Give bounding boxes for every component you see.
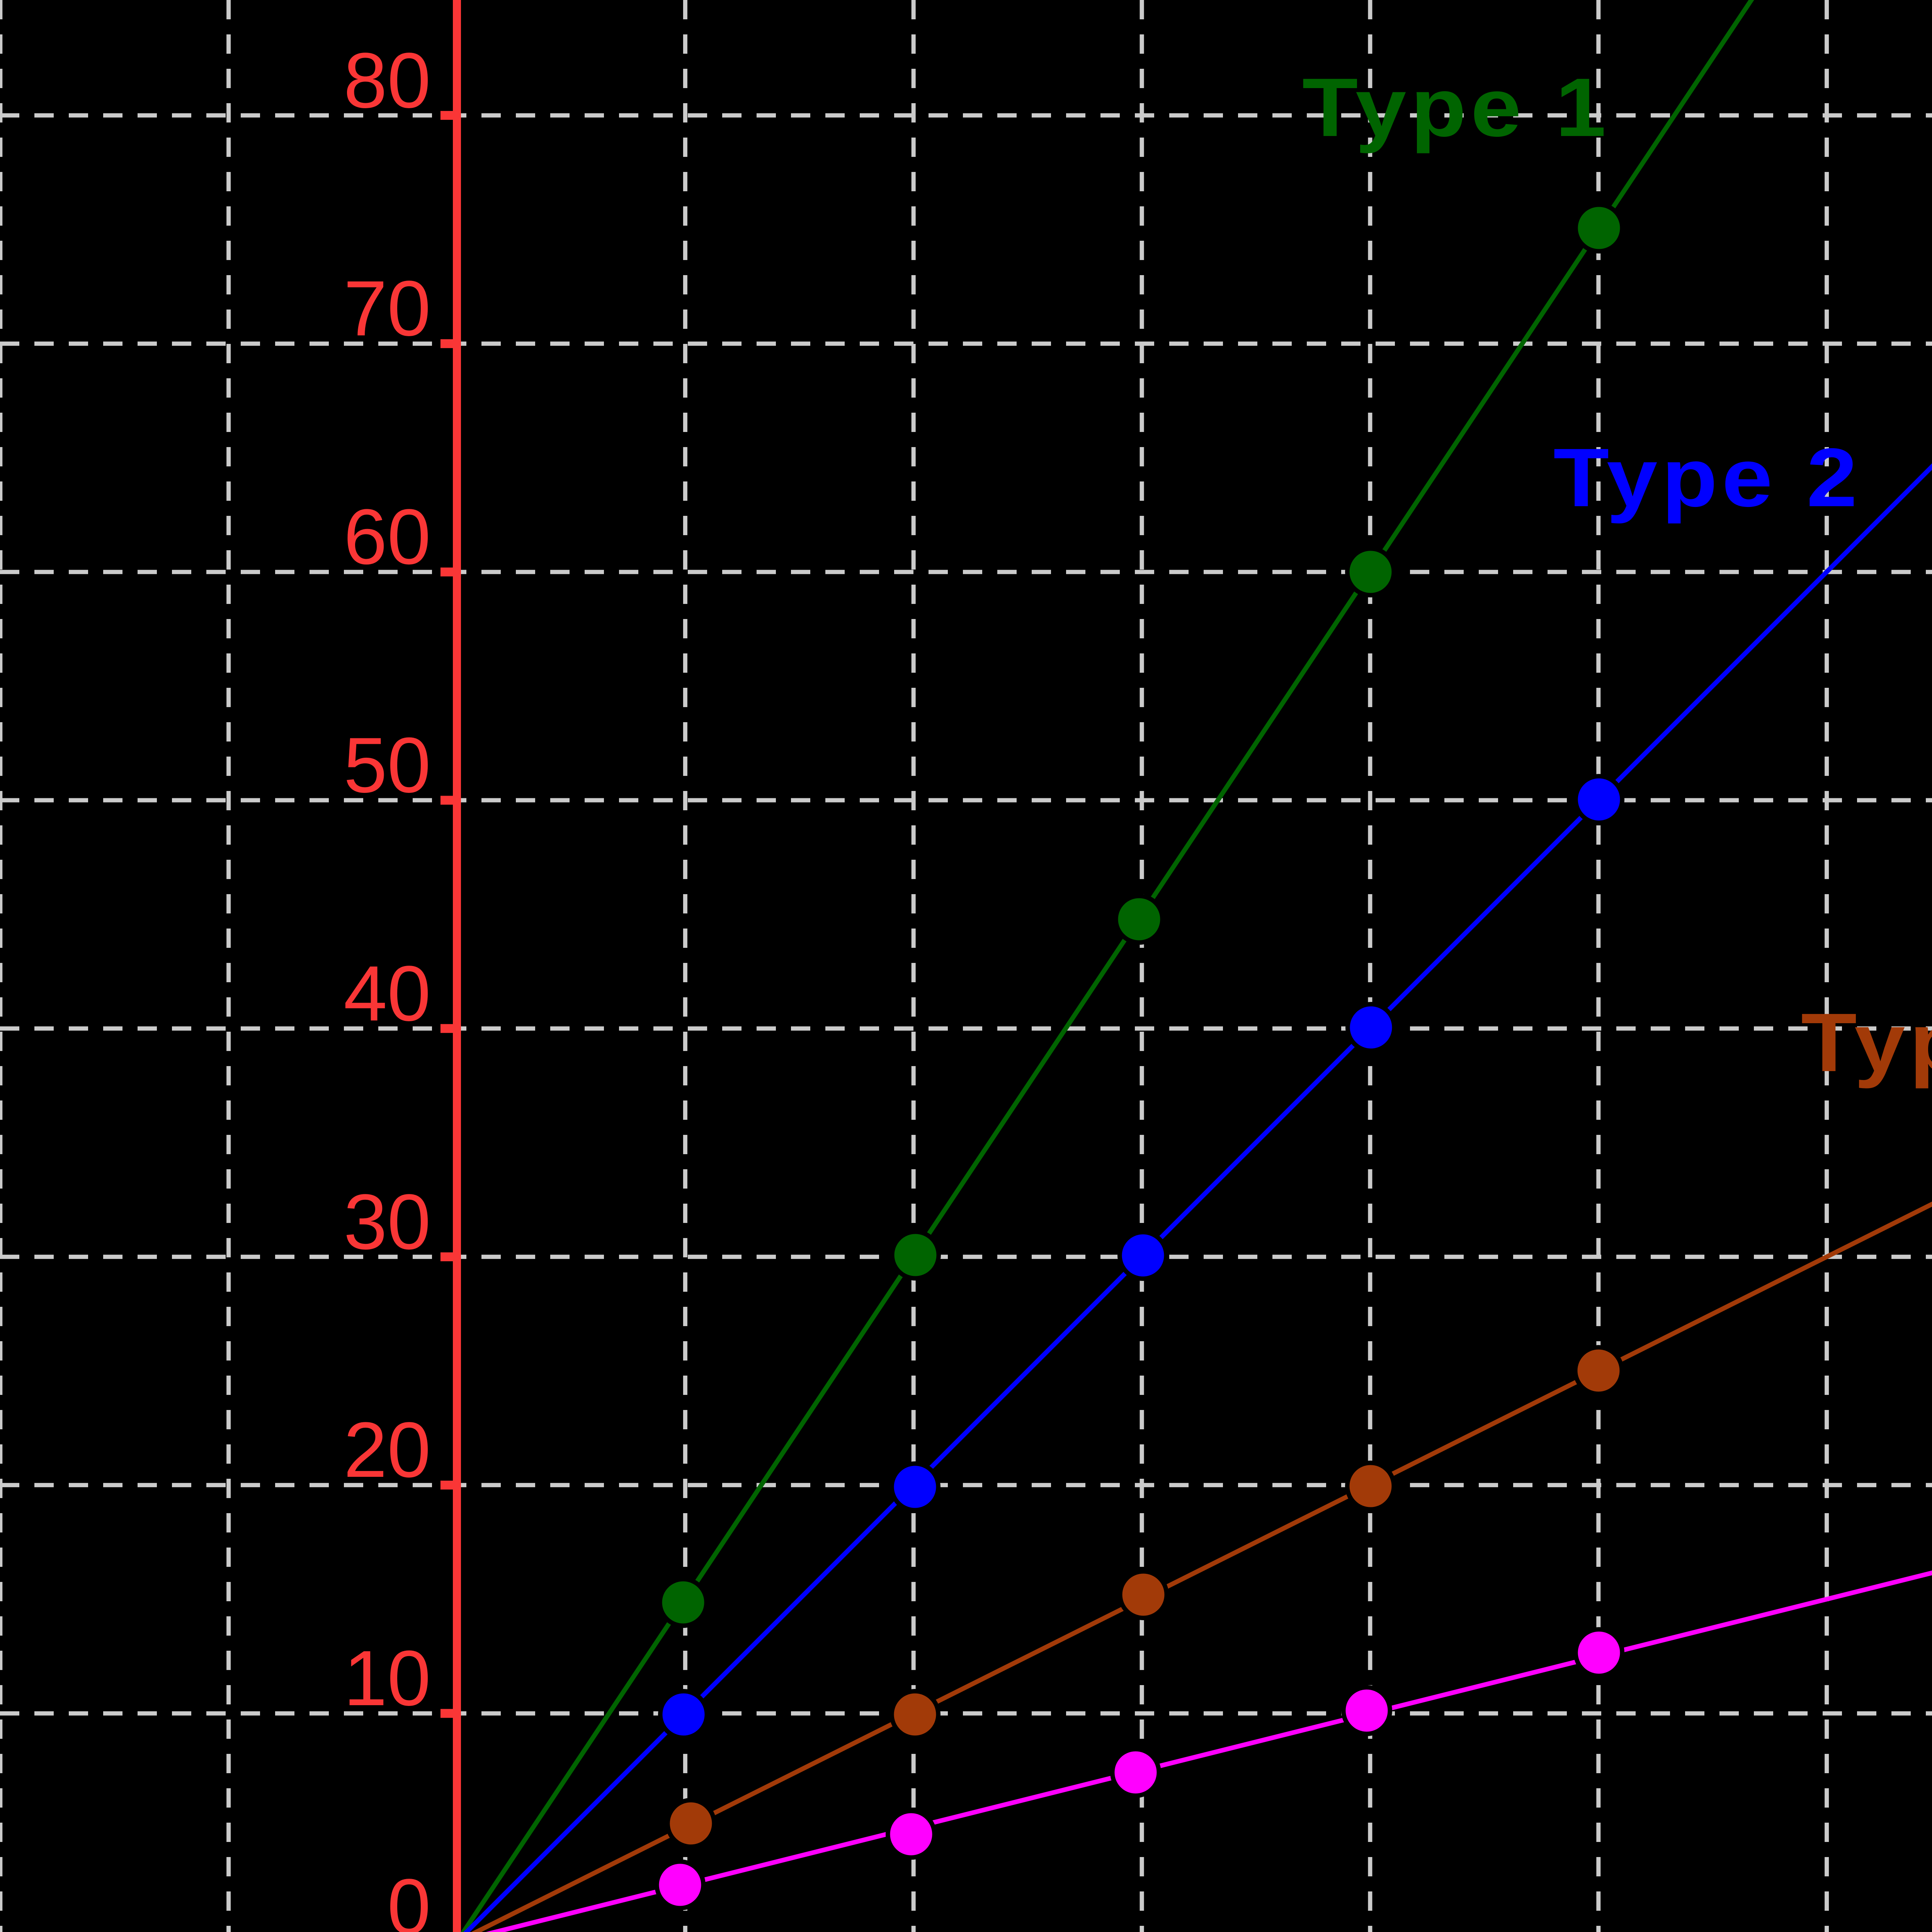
svg-text:60: 60 (344, 493, 431, 581)
svg-text:70: 70 (344, 265, 431, 352)
svg-text:40: 40 (344, 950, 431, 1037)
svg-text:Type 2: Type 2 (1553, 431, 1862, 524)
svg-text:50: 50 (344, 721, 431, 809)
svg-text:30: 30 (344, 1178, 431, 1266)
svg-text:Type 1: Type 1 (1302, 61, 1611, 154)
svg-text:0: 0 (387, 1863, 431, 1932)
svg-text:10: 10 (344, 1634, 431, 1722)
svg-text:20: 20 (344, 1406, 431, 1494)
svg-text:Type 3: Type 3 (1801, 996, 1932, 1089)
svg-text:80: 80 (344, 37, 431, 124)
